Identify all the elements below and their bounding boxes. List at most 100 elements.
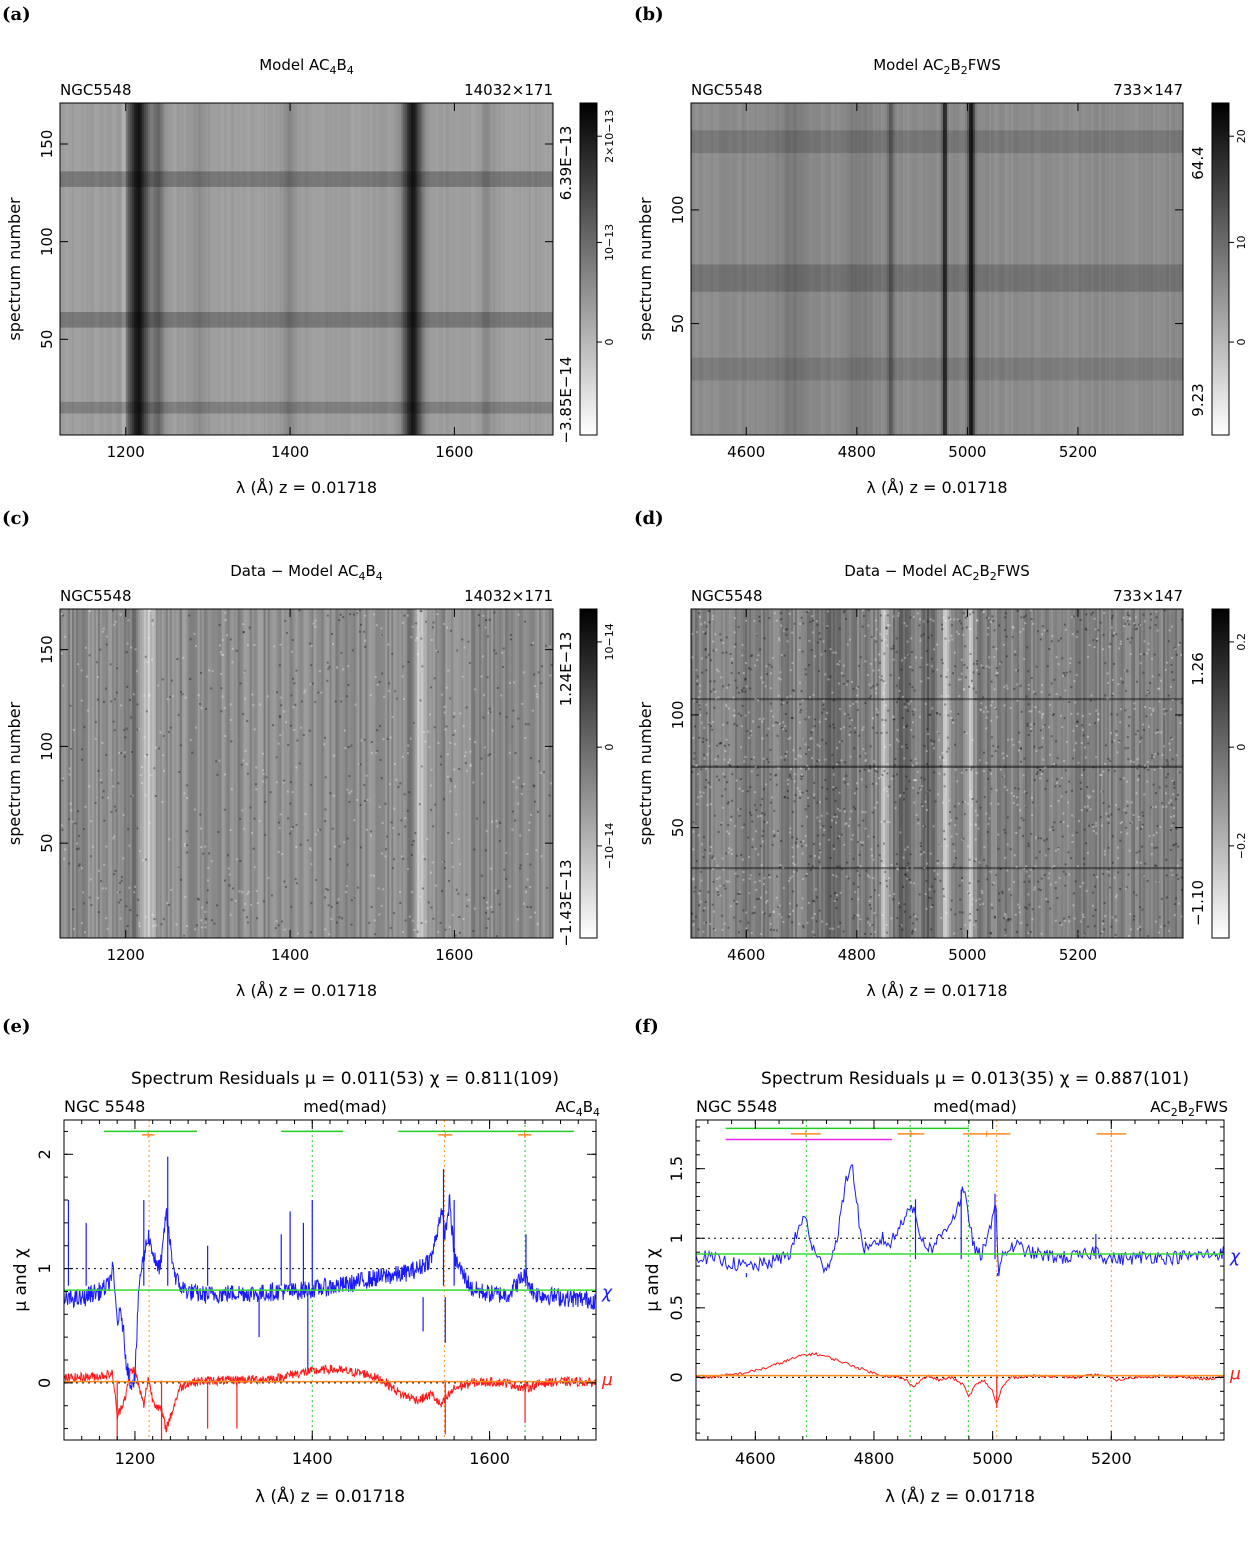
heatmap-column <box>493 103 496 435</box>
heatmap-column <box>263 103 266 435</box>
heatmap-noise <box>724 887 727 890</box>
heatmap-column <box>437 103 440 435</box>
heatmap-noise <box>1099 773 1102 776</box>
heatmap-noise <box>498 839 501 842</box>
heatmap-noise <box>1014 787 1017 790</box>
heatmap-noise <box>206 879 209 882</box>
heatmap-column <box>1003 609 1006 938</box>
heatmap-column <box>201 103 205 435</box>
heatmap-noise <box>1046 838 1049 841</box>
heatmap-noise <box>430 784 433 787</box>
heatmap-column <box>227 609 230 938</box>
heatmap-column <box>771 609 774 938</box>
heatmap-column <box>125 103 129 435</box>
heatmap-noise <box>100 781 103 784</box>
heatmap-noise <box>1064 884 1067 887</box>
heatmap-noise <box>881 718 884 721</box>
heatmap-column <box>965 103 968 435</box>
heatmap-noise <box>821 711 824 714</box>
heatmap-noise <box>177 865 180 868</box>
heatmap-noise <box>722 685 725 688</box>
heatmap-column <box>973 609 976 938</box>
heatmap-noise <box>733 645 736 648</box>
heatmap-noise <box>1019 747 1022 750</box>
heatmap-noise <box>762 681 765 684</box>
heatmap-noise <box>1171 780 1174 783</box>
heatmap-column <box>1115 103 1118 435</box>
heatmap-noise <box>936 731 939 734</box>
heatmap-noise <box>992 646 995 649</box>
heatmap-noise <box>1029 931 1032 934</box>
heatmap-noise <box>1127 934 1130 937</box>
heatmap-noise <box>306 839 309 842</box>
heatmap-column <box>1149 609 1152 938</box>
heatmap-noise <box>276 691 279 694</box>
heatmap-row-band <box>691 357 1183 381</box>
heatmap-noise <box>766 758 769 761</box>
heatmap-noise <box>1107 757 1110 760</box>
heatmap-noise <box>759 804 762 807</box>
heatmap-noise <box>488 707 491 710</box>
heatmap-noise <box>959 866 962 869</box>
heatmap-column <box>705 609 708 938</box>
heatmap-noise <box>996 671 999 674</box>
heatmap-noise <box>247 890 250 893</box>
heatmap-noise <box>829 927 832 930</box>
heatmap-noise <box>397 786 400 789</box>
heatmap-noise <box>1165 776 1168 779</box>
heatmap-column <box>491 103 494 435</box>
heatmap-noise <box>807 805 810 808</box>
heatmap-noise <box>101 887 104 890</box>
heatmap-noise <box>947 747 950 750</box>
heatmap-noise <box>500 694 503 697</box>
heatmap-noise <box>805 844 808 847</box>
heatmap-noise <box>458 863 461 866</box>
heatmap-noise <box>77 810 80 813</box>
heatmap-noise <box>905 787 908 790</box>
heatmap-noise <box>835 898 838 901</box>
heatmap-noise <box>838 791 841 794</box>
heatmap-column <box>1153 609 1156 938</box>
heatmap-noise <box>750 814 753 817</box>
heatmap-column <box>213 103 216 435</box>
heatmap-noise <box>704 632 707 635</box>
heatmap-noise <box>858 770 861 773</box>
heatmap-noise <box>699 870 702 873</box>
heatmap-noise <box>1059 921 1062 924</box>
heatmap-noise <box>895 773 898 776</box>
heatmap-noise <box>1115 894 1118 897</box>
heatmap-noise <box>886 931 889 934</box>
heatmap-noise <box>465 706 468 709</box>
heatmap-column <box>425 103 428 435</box>
heatmap-noise <box>431 861 434 864</box>
heatmap-noise <box>140 766 143 769</box>
heatmap-noise <box>930 657 933 660</box>
heatmap-noise <box>725 636 728 639</box>
heatmap-noise <box>533 673 536 676</box>
heatmap-noise <box>898 906 901 909</box>
heatmap-noise <box>698 616 701 619</box>
heatmap-noise <box>816 834 819 837</box>
heatmap-noise <box>970 684 973 687</box>
heatmap-column <box>265 609 268 938</box>
heatmap-noise <box>743 823 746 826</box>
heatmap-noise <box>727 847 730 850</box>
heatmap-noise <box>855 782 858 785</box>
heatmap-column <box>227 103 230 435</box>
heatmap-column <box>713 103 716 435</box>
heatmap-noise <box>974 698 977 701</box>
heatmap-noise <box>824 778 827 781</box>
heatmap-noise <box>898 677 901 680</box>
heatmap-noise <box>1079 885 1082 888</box>
heatmap-noise <box>280 704 283 707</box>
heatmap-noise <box>421 665 424 668</box>
heatmap-noise <box>272 724 275 727</box>
heatmap-noise <box>204 921 207 924</box>
heatmap-noise <box>995 667 998 670</box>
heatmap-noise <box>1175 874 1178 877</box>
heatmap-noise <box>806 921 809 924</box>
heatmap-noise <box>380 634 383 637</box>
heatmap-noise <box>819 826 822 829</box>
heatmap-noise <box>84 646 87 649</box>
heatmap-noise <box>699 900 702 903</box>
